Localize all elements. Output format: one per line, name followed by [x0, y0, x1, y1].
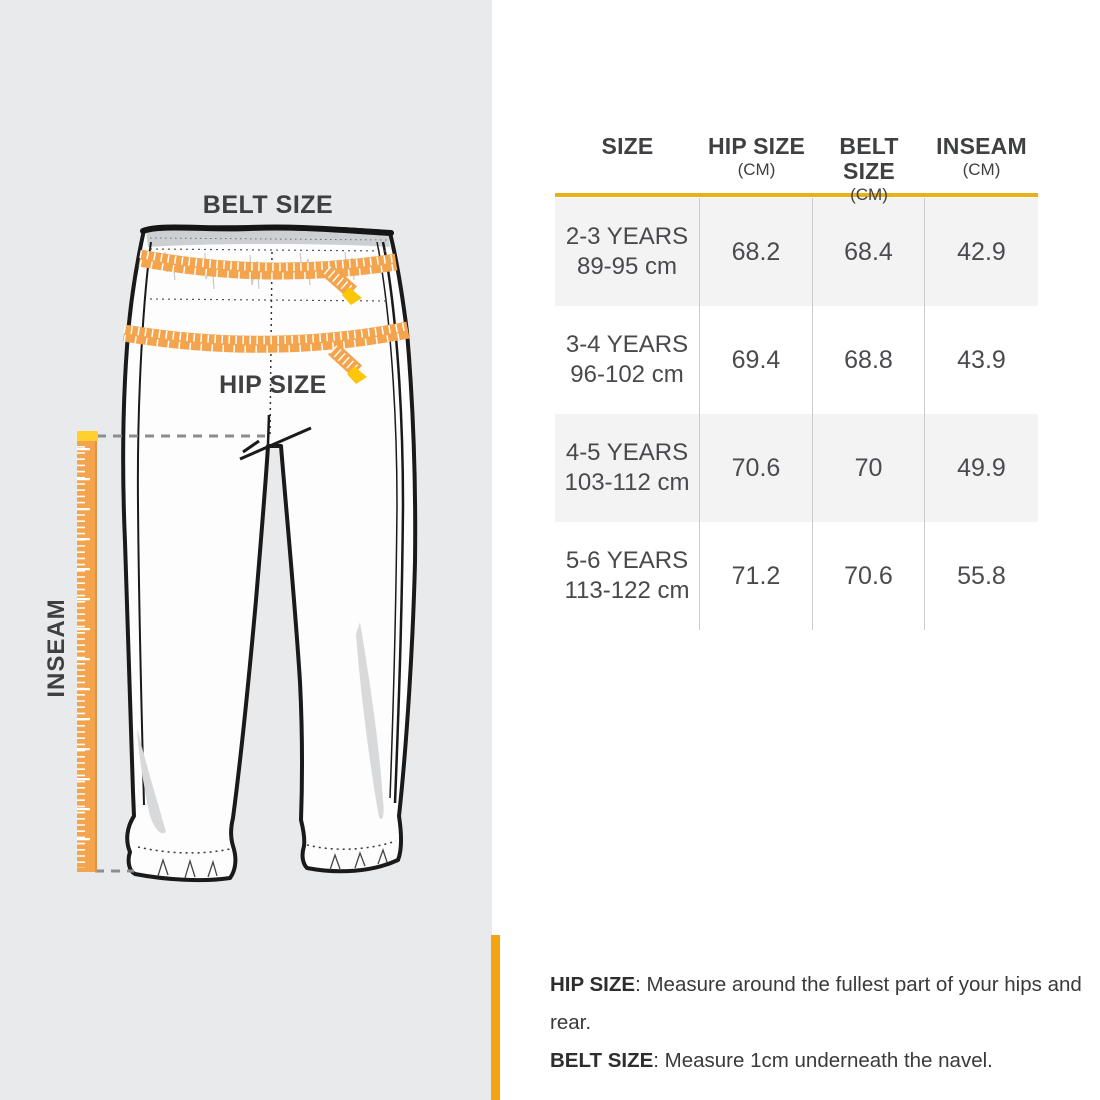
column-header-hip-size: HIP SIZE (CM) [707, 133, 806, 180]
table-body: 2-3 YEARS 89-95 cm 68.2 68.4 42.9 3-4 YEA… [555, 198, 1038, 630]
hip-size-label: HIP SIZE [219, 371, 327, 399]
table-row: 3-4 YEARS 96-102 cm 69.4 68.8 43.9 [555, 306, 1038, 414]
pants-diagram [77, 224, 418, 883]
belt-size-label: BELT SIZE [202, 191, 334, 219]
table-row: 2-3 YEARS 89-95 cm 68.2 68.4 42.9 [555, 198, 1038, 306]
table-row: 4-5 YEARS 103-112 cm 70.6 70 49.9 [555, 414, 1038, 522]
table-header: SIZE HIP SIZE (CM) BELT SIZE (CM) INSEAM… [555, 134, 1038, 205]
table-row: 5-6 YEARS 113-122 cm 71.2 70.6 55.8 [555, 522, 1038, 630]
illustration-panel: BELT SIZE HIP SIZE INSEAM [0, 0, 492, 1100]
pants-outline [121, 224, 418, 883]
belt-measuring-tape [138, 249, 398, 305]
column-header-size: SIZE [601, 133, 654, 159]
inseam-label: INSEAM [43, 598, 70, 698]
inseam-guide-lines [95, 434, 265, 873]
hip-measuring-tape [122, 321, 410, 384]
measurement-notes: HIP SIZE: Measure around the fullest par… [550, 966, 1090, 1080]
column-header-belt-size: BELT SIZE (CM) [839, 133, 899, 205]
accent-bar [491, 935, 500, 1100]
size-table: SIZE HIP SIZE (CM) BELT SIZE (CM) INSEAM… [555, 134, 1038, 630]
column-header-inseam: INSEAM (CM) [936, 133, 1027, 180]
inseam-ruler [77, 431, 98, 872]
belt-size-note: BELT SIZE: Measure 1cm underneath the na… [550, 1049, 993, 1072]
hip-size-note: HIP SIZE: Measure around the fullest par… [550, 973, 1082, 1034]
table-header-rule [555, 193, 1038, 197]
